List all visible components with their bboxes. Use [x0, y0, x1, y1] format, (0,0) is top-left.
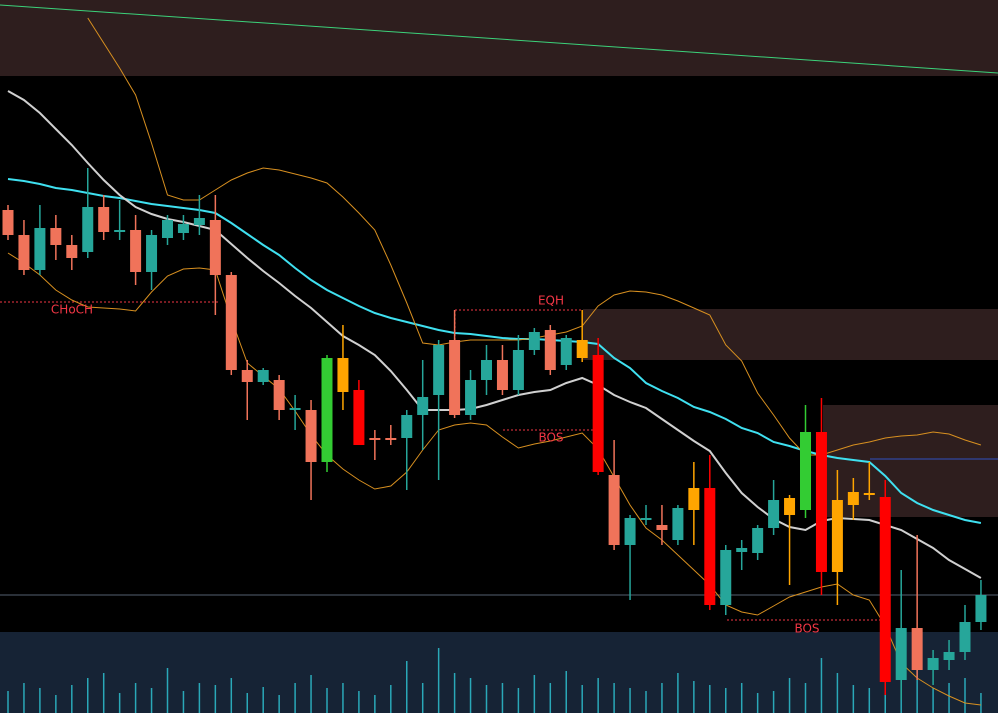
- supply-zone: [583, 309, 998, 360]
- annotation: BOS: [794, 622, 819, 636]
- candle-body: [98, 207, 110, 232]
- candle-body: [401, 415, 413, 438]
- candle-body: [273, 380, 285, 410]
- candle-body: [257, 370, 269, 382]
- candle-body: [50, 228, 62, 245]
- candle-body: [943, 652, 955, 660]
- candle-body: [560, 338, 572, 365]
- candle-body: [927, 658, 939, 670]
- candle-body: [66, 245, 78, 258]
- trend-line: [0, 4, 998, 74]
- candle-body: [911, 628, 923, 670]
- annotation: BOS: [538, 431, 563, 445]
- candle-body: [576, 340, 588, 358]
- candles: [2, 168, 987, 700]
- candle-body: [831, 500, 843, 572]
- candle-body: [209, 220, 221, 275]
- candle-body: [608, 475, 620, 545]
- candle-body: [114, 230, 126, 232]
- candle-body: [815, 432, 827, 572]
- candle-body: [656, 525, 668, 530]
- candle-body: [305, 410, 317, 462]
- candle-body: [417, 397, 429, 415]
- candle-body: [34, 228, 46, 270]
- candle-body: [2, 210, 14, 235]
- candle-body: [449, 340, 461, 415]
- candle-body: [496, 360, 508, 390]
- candle-body: [353, 390, 365, 445]
- candle-body: [975, 595, 987, 622]
- candle-body: [736, 548, 748, 552]
- indicator-line: [7, 252, 981, 706]
- candle-body: [624, 518, 636, 545]
- candle-body: [784, 498, 796, 515]
- candle-body: [704, 488, 716, 605]
- candle-body: [82, 207, 94, 252]
- candle-body: [847, 492, 859, 505]
- candle-body: [465, 380, 477, 415]
- candle-body: [130, 230, 142, 272]
- candle-body: [177, 224, 189, 233]
- candle-body: [528, 332, 540, 350]
- candle-body: [688, 488, 700, 510]
- annotation: CHoCH: [51, 303, 93, 317]
- candle-body: [768, 500, 780, 528]
- candle-body: [672, 508, 684, 540]
- candle-body: [959, 622, 971, 652]
- candle-body: [162, 220, 173, 238]
- annotation: EQH: [538, 294, 564, 308]
- candle-body: [433, 345, 445, 395]
- candle-body: [640, 518, 652, 520]
- candle-body: [289, 408, 301, 410]
- candle-body: [863, 493, 875, 495]
- candle-body: [193, 218, 205, 225]
- candle-body: [592, 355, 604, 472]
- candle-body: [369, 438, 381, 440]
- candle-body: [800, 432, 811, 510]
- indicators: [7, 17, 982, 706]
- candle-body: [337, 358, 349, 392]
- candle-body: [720, 550, 732, 605]
- candle-body: [241, 370, 253, 382]
- candle-body: [385, 438, 397, 440]
- candle-body: [512, 350, 524, 390]
- volume-pane: [0, 632, 998, 713]
- candle-body: [18, 235, 30, 270]
- candle-body: [544, 330, 556, 370]
- candle-body: [481, 360, 492, 380]
- volume: [7, 648, 982, 713]
- candle-body: [879, 497, 891, 682]
- candle-body: [752, 528, 764, 553]
- candle-body: [895, 628, 907, 680]
- supply-zone: [0, 0, 998, 76]
- candle-body: [225, 275, 237, 370]
- candle-body: [321, 358, 333, 462]
- candle-body: [146, 235, 158, 272]
